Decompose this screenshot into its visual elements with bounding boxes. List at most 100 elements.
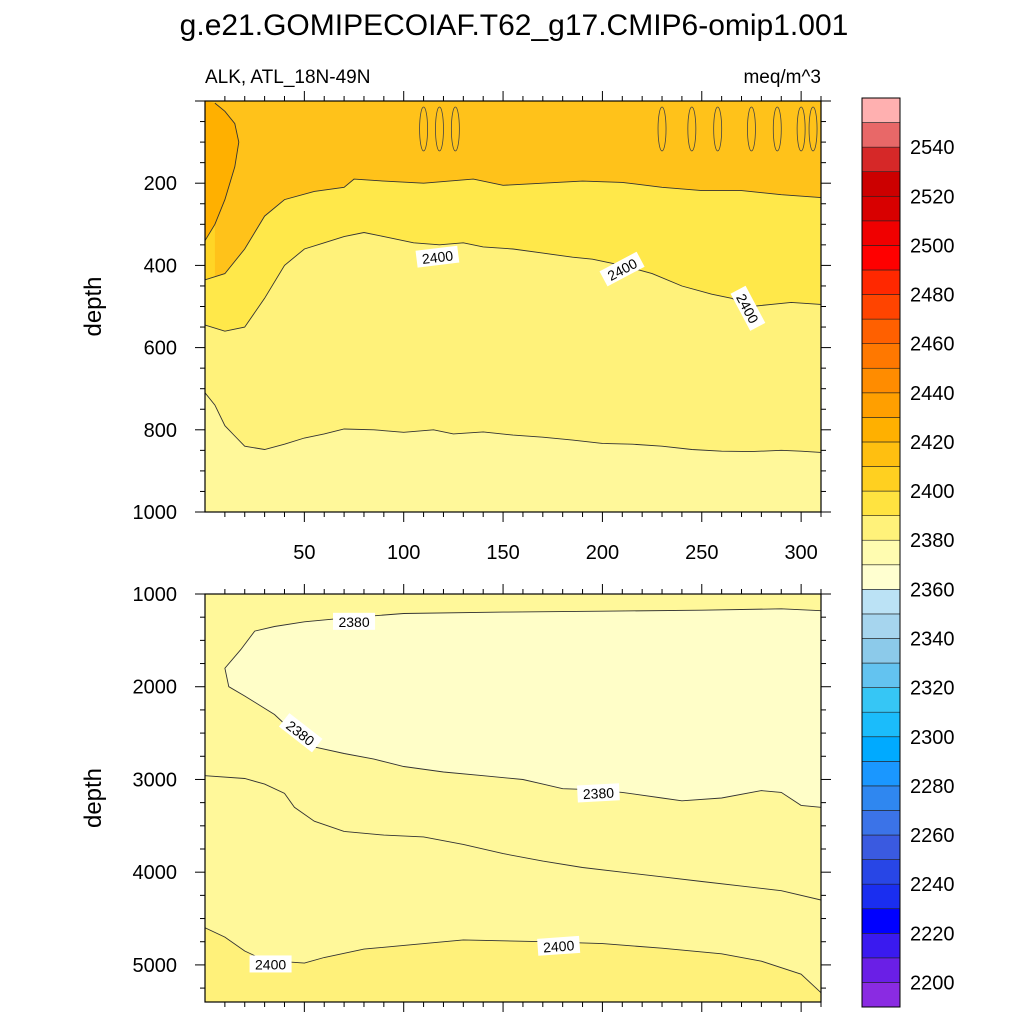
contour-label: 2400	[415, 245, 460, 268]
colorbar-swatch	[861, 515, 901, 541]
colorbar-swatch	[861, 834, 901, 860]
colorbar-swatch	[861, 761, 901, 787]
y-axis-label: depth	[80, 276, 107, 336]
colorbar-swatch	[861, 392, 901, 418]
colorbar-tick-label: 2540	[910, 137, 955, 159]
colorbar-swatch	[861, 417, 901, 443]
contour-line-2410	[205, 232, 821, 332]
colorbar-swatch	[861, 908, 901, 934]
colorbar-swatch	[861, 171, 901, 197]
x-tick-label: 150	[486, 542, 519, 564]
colorbar-swatch	[861, 859, 901, 885]
figure-title: g.e21.GOMIPECOIAF.T62_g17.CMIP6-omip1.00…	[180, 9, 849, 42]
colorbar-tick-label: 2260	[910, 825, 955, 847]
surface-variability-contour	[435, 106, 444, 152]
colorbar-tick-label: 2520	[910, 186, 955, 208]
colorbar-swatch	[861, 97, 901, 123]
contour-fill-band	[205, 927, 821, 1002]
svg-text:2380: 2380	[582, 785, 614, 803]
surface-variability-contour	[687, 106, 697, 152]
y-axis-label: depth	[80, 768, 107, 828]
colorbar-swatch	[861, 245, 901, 271]
y-tick-label: 400	[144, 255, 177, 277]
colorbar-swatch	[861, 343, 901, 369]
units-label: meq/m^3	[743, 67, 821, 88]
contour-label: 2400	[249, 955, 292, 973]
colorbar-swatch	[861, 318, 901, 344]
surface-variability-contour	[808, 106, 818, 152]
colorbar-tick-label: 2280	[910, 776, 955, 798]
colorbar-swatch	[861, 932, 901, 959]
surface-variability-contour	[419, 106, 428, 152]
colorbar-tick-label: 2400	[910, 481, 955, 503]
contour-fill-band	[205, 101, 239, 241]
colorbar-tick-label: 2300	[910, 727, 955, 749]
surface-variability-contour	[796, 106, 806, 152]
svg-text:2380: 2380	[338, 614, 369, 630]
x-tick-label: 100	[387, 542, 420, 564]
colorbar-tick-label: 2500	[910, 235, 955, 257]
colorbar-swatch	[861, 589, 901, 615]
contour-label: 2380	[577, 783, 620, 803]
colorbar-tick-label: 2380	[910, 530, 955, 552]
colorbar-swatch	[861, 638, 901, 664]
colorbar-swatch	[861, 466, 901, 492]
svg-text:2400: 2400	[421, 247, 454, 267]
y-tick-label: 4000	[133, 862, 178, 884]
contour-line-2420	[205, 178, 821, 281]
y-tick-label: 3000	[133, 769, 178, 791]
x-tick-label: 50	[293, 542, 315, 564]
surface-variability-contour	[747, 106, 756, 152]
contour-fill-band	[224, 608, 821, 808]
svg-text:2400: 2400	[255, 956, 286, 972]
colorbar-swatch	[861, 613, 901, 639]
contour-fill-band	[205, 775, 821, 1002]
colorbar-swatch	[861, 711, 901, 738]
y-tick-label: 1000	[133, 584, 178, 606]
colorbar-swatch	[861, 785, 901, 811]
x-tick-label: 300	[784, 542, 817, 564]
colorbar-tick-label: 2200	[910, 972, 955, 994]
y-tick-label: 200	[144, 173, 177, 195]
colorbar-tick-label: 2320	[910, 678, 955, 700]
colorbar-swatch	[861, 122, 901, 148]
surface-variability-contour	[450, 106, 460, 152]
colorbar-swatch	[861, 883, 901, 910]
contour-line-2400	[205, 392, 821, 453]
contour-label: 2400	[537, 935, 581, 956]
colorbar: 2200 2220 2240 2260 2280 2300 2320 2340 2360 2380…	[861, 97, 955, 1008]
x-tick-label: 250	[685, 542, 718, 564]
colorbar-swatch	[861, 441, 901, 467]
y-tick-label: 2000	[133, 677, 178, 699]
colorbar-swatch	[861, 195, 901, 222]
y-tick-label: 5000	[133, 955, 178, 977]
colorbar-swatch	[861, 662, 901, 688]
surface-variability-contour	[713, 106, 723, 152]
y-tick-label: 600	[144, 338, 177, 360]
variable-region-label: ALK, ATL_18N-49N	[205, 67, 370, 88]
colorbar-tick-label: 2220	[910, 923, 955, 945]
contour-line-2380	[205, 775, 821, 901]
colorbar-swatch	[861, 736, 901, 762]
surface-variability-contour	[772, 106, 782, 152]
colorbar-tick-label: 2420	[910, 432, 955, 454]
y-tick-label: 1000	[133, 502, 178, 524]
colorbar-swatch	[861, 367, 901, 394]
y-tick-label: 800	[144, 420, 177, 442]
contour-line-2430	[205, 102, 240, 241]
colorbar-swatch	[861, 982, 901, 1008]
colorbar-tick-label: 2480	[910, 285, 955, 307]
colorbar-tick-label: 2360	[910, 579, 955, 601]
colorbar-swatch	[861, 490, 901, 516]
lower-depth-section-panel: 2380238023802400240010002000300040005000…	[80, 584, 831, 1012]
colorbar-swatch	[861, 539, 901, 566]
colorbar-swatch	[861, 269, 901, 295]
colorbar-swatch	[861, 957, 901, 983]
colorbar-swatch	[861, 564, 901, 590]
plot-frame	[204, 593, 822, 1003]
colorbar-swatch	[861, 687, 901, 713]
colorbar-tick-label: 2240	[910, 874, 955, 896]
colorbar-tick-label: 2440	[910, 383, 955, 405]
